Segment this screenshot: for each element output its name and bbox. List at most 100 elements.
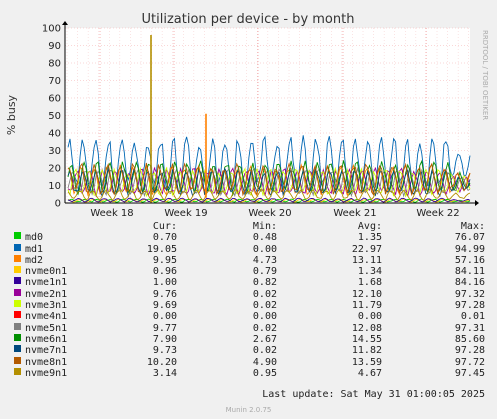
legend-swatch: [14, 232, 21, 240]
x-tick-label: Week 22: [416, 208, 459, 219]
legend-row: nvme8n1 10.20 4.90 13.59 97.72: [0, 356, 497, 368]
y-axis-arrow: [62, 21, 68, 25]
chart-title: Utilization per device - by month: [142, 12, 355, 27]
legend-max: 85.60: [454, 333, 485, 345]
legend-avg: 13.11: [351, 254, 382, 266]
legend-row: md2 9.95 4.73 13.11 57.16: [0, 254, 497, 266]
y-tick-label: 20: [48, 164, 61, 175]
legend-swatch: [14, 300, 21, 308]
legend-header-max: Max:: [460, 221, 485, 232]
legend-cur: 0.70: [152, 232, 177, 244]
legend-row: nvme0n1 0.96 0.79 1.34 84.11: [0, 266, 497, 277]
legend: Cur: Min: Avg: Max: md0 0.70 0.48 1.35 76.07…: [0, 221, 497, 379]
legend-max: 84.16: [454, 277, 485, 289]
legend-row: nvme9n1 3.14 0.95 4.67 97.45: [0, 367, 497, 379]
legend-cur: 9.76: [152, 288, 177, 300]
legend-avg: 12.08: [351, 322, 382, 334]
legend-cur: 9.73: [152, 345, 177, 357]
legend-swatch: [14, 288, 21, 296]
legend-avg: 22.97: [351, 243, 382, 255]
legend-min: 0.02: [252, 288, 277, 300]
x-tick-label: Week 19: [164, 208, 207, 219]
y-tick-label: 100: [42, 24, 61, 35]
y-tick-label: 70: [48, 76, 61, 87]
legend-avg: 1.35: [357, 232, 382, 244]
legend-max: 84.11: [454, 266, 485, 278]
y-tick-label: 30: [48, 146, 61, 157]
y-tick-label: 40: [48, 129, 61, 140]
series-line-nvme5n1: [67, 165, 471, 198]
legend-cur: 19.05: [146, 243, 177, 255]
legend-header: Cur: Min: Avg: Max:: [0, 221, 497, 232]
grid: [65, 27, 470, 204]
legend-name: nvme9n1: [25, 367, 68, 379]
legend-name: md2: [25, 254, 44, 266]
legend-header-avg: Avg:: [357, 221, 382, 232]
legend-row: nvme5n1 9.77 0.02 12.08 97.31: [0, 322, 497, 334]
legend-row: md1 19.05 0.00 22.97 94.99: [0, 243, 497, 255]
y-tick-label: 50: [48, 111, 61, 122]
x-tick-label: Week 18: [90, 208, 133, 219]
series-line-nvme0n1: [67, 198, 471, 203]
legend-min: 4.90: [252, 356, 277, 368]
legend-name: nvme7n1: [25, 345, 68, 357]
legend-name: nvme5n1: [25, 322, 68, 334]
legend-cur: 0.96: [152, 266, 177, 278]
legend-min: 0.00: [252, 311, 277, 323]
legend-swatch: [14, 311, 21, 319]
y-tick-label: 10: [48, 181, 61, 192]
legend-header-min: Min:: [252, 221, 277, 232]
legend-cur: 1.00: [152, 277, 177, 289]
legend-swatch: [14, 277, 21, 285]
legend-swatch: [14, 322, 21, 330]
legend-swatch: [14, 254, 21, 262]
legend-avg: 4.67: [357, 367, 382, 379]
legend-name: md0: [25, 232, 44, 244]
legend-avg: 1.34: [357, 266, 382, 278]
legend-max: 97.45: [454, 367, 485, 379]
legend-name: nvme2n1: [25, 288, 68, 300]
x-tick-labels: Week 18 Week 19 Week 20 Week 21 Week 22: [90, 208, 459, 219]
legend-avg: 12.10: [351, 288, 382, 300]
legend-max: 97.32: [454, 288, 485, 300]
legend-swatch: [14, 345, 21, 353]
legend-name: md1: [25, 243, 44, 255]
legend-swatch: [14, 243, 21, 251]
legend-avg: 0.00: [357, 311, 382, 323]
legend-name: nvme8n1: [25, 356, 68, 368]
y-tick-label: 80: [48, 59, 61, 70]
series-line-nvme8n1: [67, 162, 471, 197]
series-line-nvme9n1: [67, 188, 471, 202]
legend-header-cur: Cur:: [152, 221, 177, 232]
legend-cur: 3.14: [152, 367, 177, 379]
legend-max: 94.99: [454, 243, 485, 255]
legend-name: nvme3n1: [25, 300, 68, 312]
legend-max: 97.31: [454, 322, 485, 334]
legend-avg: 13.59: [351, 356, 382, 368]
legend-row: nvme2n1 9.76 0.02 12.10 97.32: [0, 288, 497, 300]
legend-cur: 9.95: [152, 254, 177, 266]
legend-max: 97.28: [454, 300, 485, 312]
legend-name: nvme1n1: [25, 277, 68, 289]
legend-name: nvme6n1: [25, 333, 68, 345]
x-tick-label: Week 20: [248, 208, 291, 219]
legend-min: 2.67: [252, 333, 277, 345]
legend-cur: 9.77: [152, 322, 177, 334]
legend-min: 0.02: [252, 345, 277, 357]
legend-cur: 7.90: [152, 333, 177, 345]
legend-min: 0.02: [252, 300, 277, 312]
legend-max: 0.01: [460, 311, 485, 323]
legend-swatch: [14, 367, 21, 375]
legend-max: 57.16: [454, 254, 485, 266]
legend-name: nvme0n1: [25, 266, 68, 278]
series-line-nvme1n1: [67, 197, 471, 203]
y-tick-label: 60: [48, 94, 61, 105]
legend-min: 0.82: [252, 277, 277, 289]
munin-version: Munin 2.0.75: [225, 406, 272, 414]
legend-max: 97.28: [454, 345, 485, 357]
y-axis-label: % busy: [5, 94, 18, 135]
legend-avg: 11.79: [351, 300, 382, 312]
legend-row: md0 0.70 0.48 1.35 76.07: [0, 232, 497, 243]
legend-row: nvme1n1 1.00 0.82 1.68 84.16: [0, 277, 497, 288]
